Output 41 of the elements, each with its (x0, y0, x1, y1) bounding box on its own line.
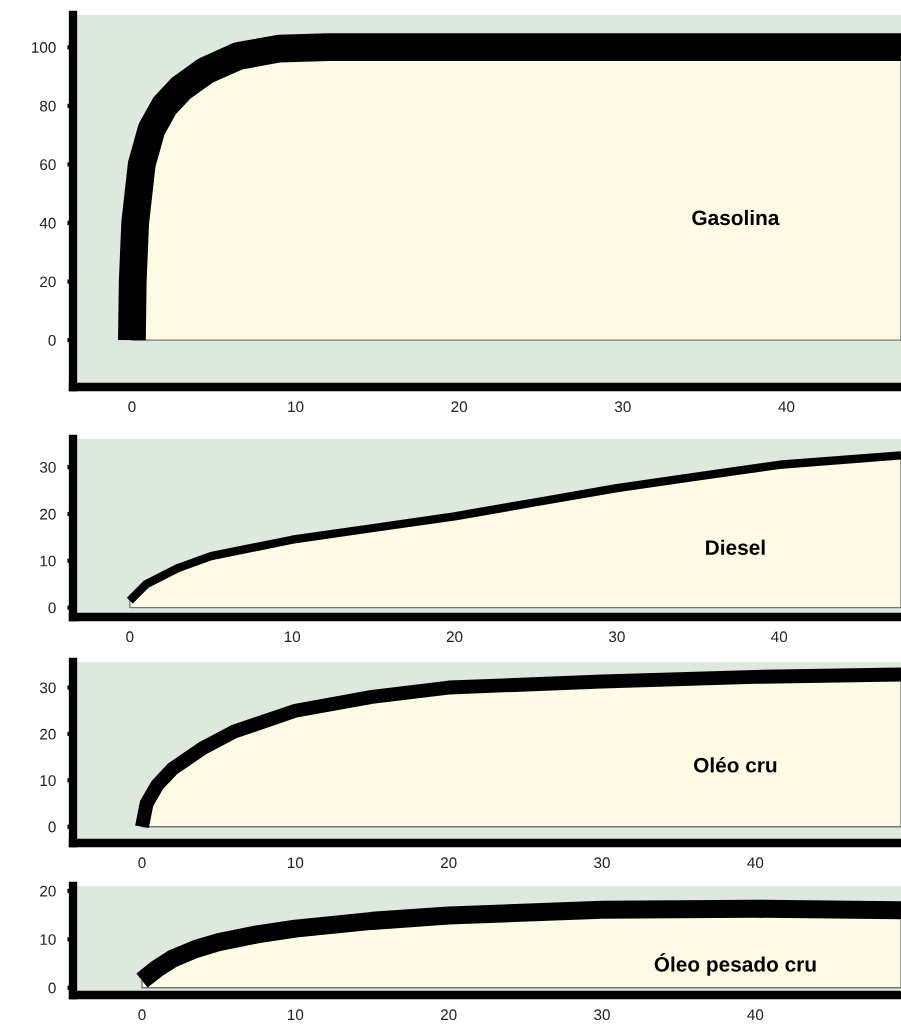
x-tick-label: 40 (747, 1009, 764, 1021)
y-tick-label: 20 (40, 885, 56, 897)
series-label: Diesel (706, 539, 765, 555)
series-label: Óleo pesado cru (654, 953, 816, 976)
y-tick-label: 0 (48, 602, 56, 614)
x-tick-label: 10 (288, 401, 304, 413)
y-tick-label: 30 (39, 682, 56, 694)
x-tick-label: 30 (594, 857, 610, 869)
x-tick-label: 20 (451, 401, 468, 413)
x-tick-label: 30 (594, 1009, 610, 1021)
y-tick-label: 10 (40, 775, 56, 787)
series-label: Gasolina (692, 209, 780, 226)
x-tick-label: 30 (614, 401, 631, 413)
y-tick-label: 20 (40, 508, 56, 520)
x-tick-label: 0 (126, 631, 134, 643)
y-tick-label: 100 (32, 42, 56, 53)
y-tick-label: 0 (48, 821, 56, 833)
y-tick-label: 0 (48, 335, 56, 346)
y-tick-label: 0 (48, 982, 56, 994)
x-tick-label: 30 (608, 631, 625, 643)
x-tick-label: 10 (288, 1009, 304, 1021)
y-tick-label: 10 (40, 555, 56, 567)
x-tick-label: 40 (747, 857, 764, 869)
y-tick-label: 20 (40, 276, 56, 288)
y-tick-label: 80 (40, 100, 56, 112)
y-tick-label: 10 (40, 934, 56, 945)
x-tick-label: 20 (440, 1009, 457, 1021)
y-tick-label: 40 (39, 217, 56, 229)
y-tick-label: 20 (40, 728, 56, 740)
x-tick-label: 20 (446, 631, 463, 643)
x-tick-label: 0 (138, 857, 146, 869)
x-tick-label: 0 (128, 401, 136, 413)
x-tick-label: 20 (440, 857, 457, 869)
x-tick-label: 10 (288, 857, 304, 869)
x-tick-label: 40 (778, 401, 795, 413)
y-tick-label: 30 (39, 461, 56, 473)
series-label: Oléo cru (694, 757, 777, 773)
x-tick-label: 40 (771, 631, 788, 643)
x-tick-label: 0 (138, 1009, 146, 1021)
x-tick-label: 10 (284, 631, 301, 643)
y-tick-label: 60 (40, 159, 56, 171)
